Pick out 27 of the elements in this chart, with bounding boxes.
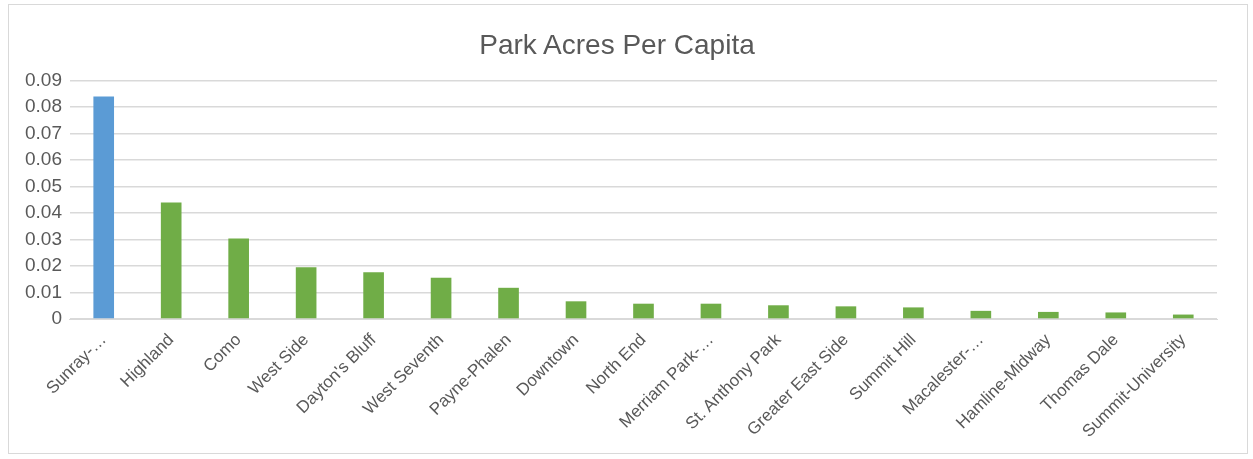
chart-title: Park Acres Per Capita — [479, 28, 756, 60]
bar — [1105, 312, 1127, 319]
y-tick-label: 0.01 — [25, 280, 62, 302]
y-tick-label: 0.04 — [25, 201, 63, 223]
y-tick-label: 0.06 — [25, 148, 62, 170]
bar — [498, 287, 519, 319]
y-tick-label: 0.03 — [25, 227, 62, 249]
y-tick-label: 0.07 — [25, 121, 62, 143]
bar — [903, 307, 924, 319]
bar — [1038, 311, 1059, 319]
bar — [633, 303, 654, 319]
y-tick-label: 0.02 — [25, 254, 62, 276]
bar — [295, 267, 317, 319]
y-tick-label: 0.09 — [25, 68, 62, 90]
y-tick-label: 0.08 — [25, 95, 62, 117]
bar — [228, 238, 249, 319]
bar — [93, 96, 115, 319]
y-tick-label: 0 — [51, 307, 62, 329]
bar — [363, 272, 384, 319]
bar — [565, 301, 587, 319]
bar — [835, 306, 857, 319]
bar — [970, 310, 992, 319]
bar — [430, 277, 452, 319]
bar — [160, 202, 182, 319]
bar — [768, 305, 789, 319]
y-tick-label: 0.05 — [25, 174, 62, 196]
bar — [700, 303, 722, 319]
